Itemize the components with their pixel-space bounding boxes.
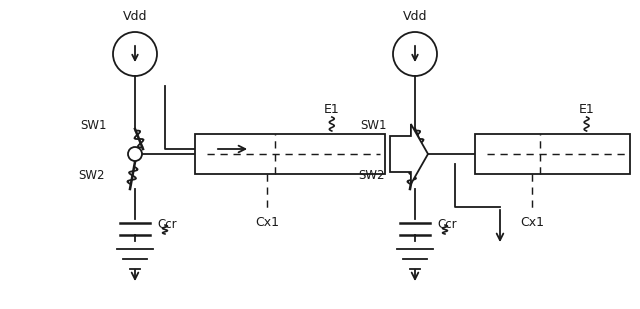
Text: Cx1: Cx1	[255, 216, 279, 229]
Text: SW2: SW2	[79, 170, 105, 183]
Text: SW2: SW2	[358, 170, 385, 183]
Text: Ccr: Ccr	[157, 218, 177, 231]
Text: Ccr: Ccr	[437, 218, 456, 231]
Bar	[195, 134, 385, 174]
Text: Vdd: Vdd	[123, 10, 147, 23]
Text: E1: E1	[579, 103, 595, 116]
Text: Cx1: Cx1	[520, 216, 544, 229]
Circle shape	[408, 147, 422, 161]
Text: E1: E1	[324, 103, 340, 116]
Text: SW1: SW1	[360, 120, 387, 133]
Bar	[475, 134, 630, 174]
Circle shape	[128, 147, 142, 161]
Polygon shape	[390, 124, 428, 184]
Text: Vdd: Vdd	[403, 10, 428, 23]
Text: SW1: SW1	[81, 120, 107, 133]
